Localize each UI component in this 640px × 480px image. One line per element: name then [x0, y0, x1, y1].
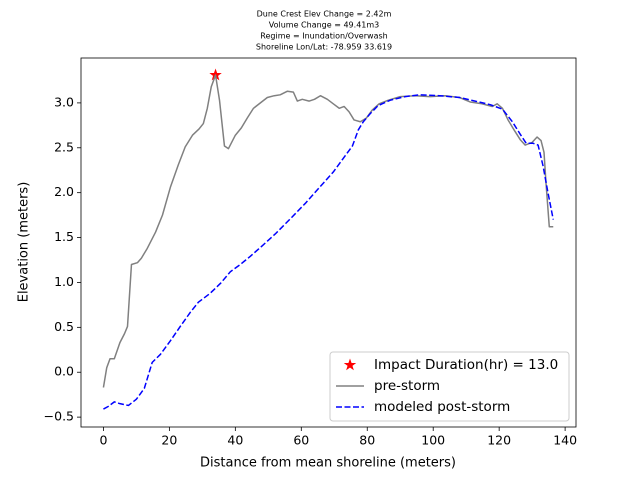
legend-box	[329, 351, 570, 422]
y-tick-label: 0.5	[54, 319, 74, 334]
x-tick-label: 20	[161, 433, 177, 448]
legend-label: modeled post-storm	[374, 399, 510, 415]
legend-marker	[343, 358, 357, 371]
x-tick-label: 80	[359, 433, 375, 448]
plot-area	[102, 68, 554, 410]
chart-title: Volume Change = 49.41m3	[269, 21, 380, 30]
legend-label: pre-storm	[374, 378, 440, 394]
y-tick-label: 2.0	[54, 184, 74, 199]
x-tick-label: 120	[487, 433, 511, 448]
axes-frame	[80, 57, 577, 428]
x-tick-label: 140	[553, 433, 577, 448]
y-tick-label: 3.0	[54, 94, 74, 109]
x-axis-label: Distance from mean shoreline (meters)	[200, 456, 456, 471]
y-tick-label: −0.5	[44, 409, 74, 424]
chart-title: Shoreline Lon/Lat: -78.959 33.619	[256, 43, 392, 52]
x-tick-label: 60	[293, 433, 309, 448]
series-line	[103, 94, 554, 410]
y-axis-label: Elevation (meters)	[17, 182, 32, 303]
x-tick-label: 0	[99, 433, 107, 448]
chart-title: Regime = Inundation/Overwash	[260, 32, 387, 41]
x-tick-label: 40	[227, 433, 243, 448]
series-line	[102, 74, 554, 388]
y-tick-label: 0.0	[54, 364, 74, 379]
chart-title: Dune Crest Elev Change = 2.42m	[257, 10, 392, 19]
x-tick-label: 100	[421, 433, 445, 448]
y-tick-label: 1.0	[54, 274, 74, 289]
y-tick-label: 1.5	[54, 229, 74, 244]
y-tick-label: 2.5	[54, 139, 74, 154]
legend-label: Impact Duration(hr) = 13.0	[374, 357, 558, 373]
